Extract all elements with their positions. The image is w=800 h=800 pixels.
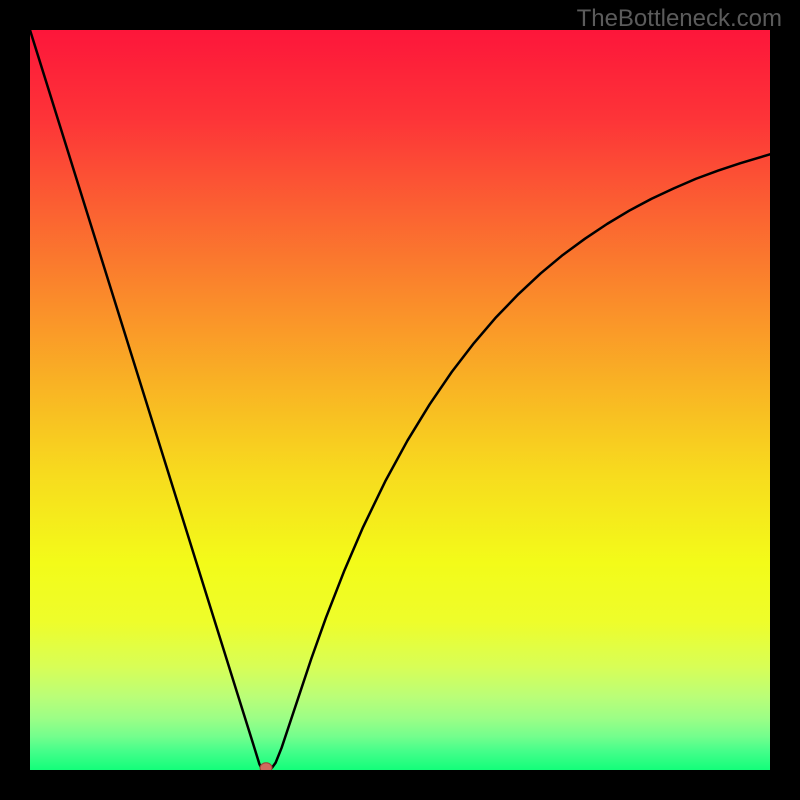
plot-gradient-background bbox=[30, 30, 770, 770]
watermark-text: TheBottleneck.com bbox=[577, 5, 782, 33]
plot-frame bbox=[30, 30, 770, 770]
